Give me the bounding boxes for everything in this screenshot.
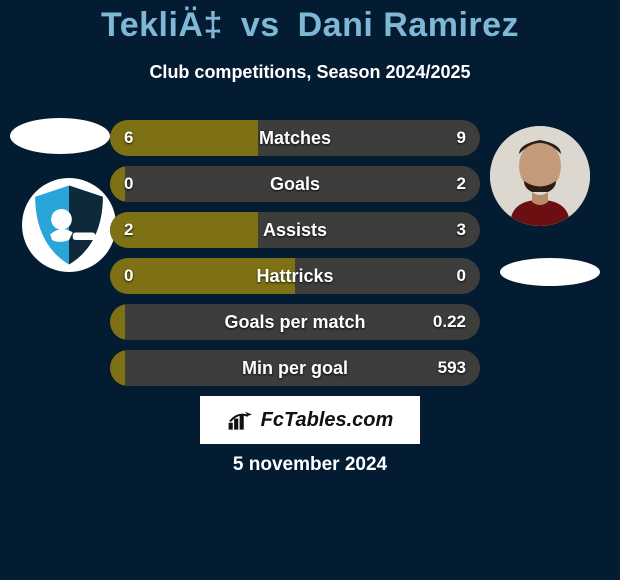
page-title: TekliÄ‡ vs Dani Ramirez bbox=[0, 6, 620, 45]
stat-value-right: 3 bbox=[457, 212, 466, 248]
stat-bar-left-fill bbox=[110, 166, 125, 202]
fctables-logo-icon bbox=[227, 409, 255, 431]
person-silhouette-icon bbox=[490, 126, 590, 226]
player-left-avatar-placeholder bbox=[10, 118, 110, 154]
brand-text: FcTables.com bbox=[261, 409, 394, 432]
stat-bar-right-fill bbox=[258, 120, 480, 156]
player-right-name: Dani Ramirez bbox=[298, 6, 519, 44]
stat-bar-left-fill bbox=[110, 304, 125, 340]
stat-bar-right-fill bbox=[258, 212, 480, 248]
stat-value-left: 0 bbox=[124, 166, 133, 202]
player-left-name: TekliÄ‡ bbox=[101, 6, 223, 44]
subtitle: Club competitions, Season 2024/2025 bbox=[0, 62, 620, 83]
stat-row: 69Matches bbox=[110, 120, 480, 156]
title-vs: vs bbox=[241, 6, 280, 44]
stat-bar-right-fill bbox=[125, 304, 480, 340]
snapshot-date: 5 november 2024 bbox=[0, 454, 620, 476]
stat-row: 02Goals bbox=[110, 166, 480, 202]
stat-value-right: 2 bbox=[457, 166, 466, 202]
player-right-club-placeholder bbox=[500, 258, 600, 286]
stat-row: 0.22Goals per match bbox=[110, 304, 480, 340]
brand-badge: FcTables.com bbox=[200, 396, 420, 444]
stat-bar-left-fill bbox=[110, 350, 125, 386]
stat-bar-right-fill bbox=[125, 350, 480, 386]
stat-row: 23Assists bbox=[110, 212, 480, 248]
stat-value-right: 593 bbox=[438, 350, 466, 386]
stat-bar-right-fill bbox=[125, 166, 480, 202]
stat-row: 00Hattricks bbox=[110, 258, 480, 294]
player-right-avatar bbox=[490, 126, 590, 226]
stat-row: 593Min per goal bbox=[110, 350, 480, 386]
stats-bar-chart: 69Matches02Goals23Assists00Hattricks0.22… bbox=[110, 120, 480, 396]
stat-value-right: 0.22 bbox=[433, 304, 466, 340]
player-left-club-badge bbox=[22, 178, 116, 272]
stat-value-right: 0 bbox=[457, 258, 466, 294]
stat-value-left: 2 bbox=[124, 212, 133, 248]
stat-value-left: 0 bbox=[124, 258, 133, 294]
stat-bar-left-fill bbox=[110, 258, 295, 294]
stat-value-left: 6 bbox=[124, 120, 133, 156]
stat-bar-right-fill bbox=[295, 258, 480, 294]
stat-value-right: 9 bbox=[457, 120, 466, 156]
club-shield-icon bbox=[22, 178, 116, 272]
